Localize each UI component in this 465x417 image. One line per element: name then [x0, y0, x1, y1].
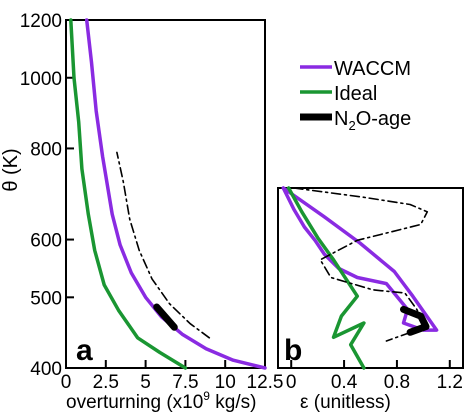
panel-a-x-tick-label: 7.5 [172, 372, 198, 393]
panel-a-y-tick-label: 600 [30, 231, 62, 252]
panel-a-x-tick-label: 2.5 [93, 372, 119, 393]
panel-a-label: a [76, 334, 93, 367]
panel-a-series-n2o-age-thick [153, 303, 178, 331]
panel-b-series-waccm [281, 186, 439, 332]
legend-label-n2o-sub: 2 [348, 118, 355, 133]
panel-a-y-axis: 400 500 600 800 1000 1200 [20, 11, 74, 380]
panel-a-series-waccm [84, 18, 267, 370]
panel-b-label: b [284, 334, 302, 367]
panel-b-frame [277, 187, 464, 369]
panel-a-y-tick-label: 1200 [20, 11, 62, 32]
legend-label-waccm: WACCM [334, 58, 411, 80]
panel-a-y-tick-label: 500 [30, 288, 62, 309]
panel-a-x-tick-label: 10 [215, 372, 236, 393]
panel-a-x-label: overturning (x109 kg/s) [66, 389, 256, 413]
panel-a-y-label: θ (K) [0, 148, 22, 191]
panel-a-x-tick-label: 0 [61, 372, 72, 393]
legend: WACCM Ideal N2O-age [300, 58, 411, 133]
panel-b: 0 0.4 0.8 1.2 b ε (unitless) [277, 186, 464, 413]
panel-a-y-tick-label: 400 [30, 359, 62, 380]
panel-a-y-tick-label: 1000 [20, 69, 62, 90]
panel-b-series-ideal [286, 186, 366, 370]
panel-b-x-tick-label: 0.8 [384, 372, 410, 393]
panel-a-series-ideal [69, 18, 188, 370]
panel-a-frame [65, 19, 266, 369]
panel-b-series [281, 186, 439, 370]
panel-b-x-label: ε (unitless) [300, 392, 391, 413]
panel-b-x-axis: 0 0.4 0.8 1.2 [286, 360, 463, 393]
legend-label-n2o-main: N [334, 108, 348, 130]
panel-a: 400 500 600 800 1000 1200 0 2.5 5 7.5 10 12.5 a θ … [0, 11, 283, 413]
legend-label-n2o-age: N2O-age [334, 108, 411, 133]
panel-a-x-label-sup: 9 [203, 389, 210, 403]
panel-b-series-n2o-age-thick [400, 305, 430, 336]
panel-a-series-n2o-age [116, 151, 211, 339]
panel-a-x-tick-label: 5 [140, 372, 151, 393]
panel-b-x-tick-label: 1.2 [437, 372, 463, 393]
panel-a-x-label-tail: kg/s) [210, 392, 256, 413]
panel-a-y-tick-label: 800 [30, 139, 62, 160]
panel-b-x-tick-label: 0.4 [331, 372, 358, 393]
legend-label-n2o-tail: O-age [356, 108, 412, 130]
panel-a-series [69, 18, 267, 370]
panel-b-x-tick-label: 0 [286, 372, 297, 393]
panel-a-x-tick-label: 12.5 [247, 372, 284, 393]
legend-label-ideal: Ideal [334, 83, 377, 105]
panel-a-x-label-main: overturning (x10 [66, 392, 203, 413]
